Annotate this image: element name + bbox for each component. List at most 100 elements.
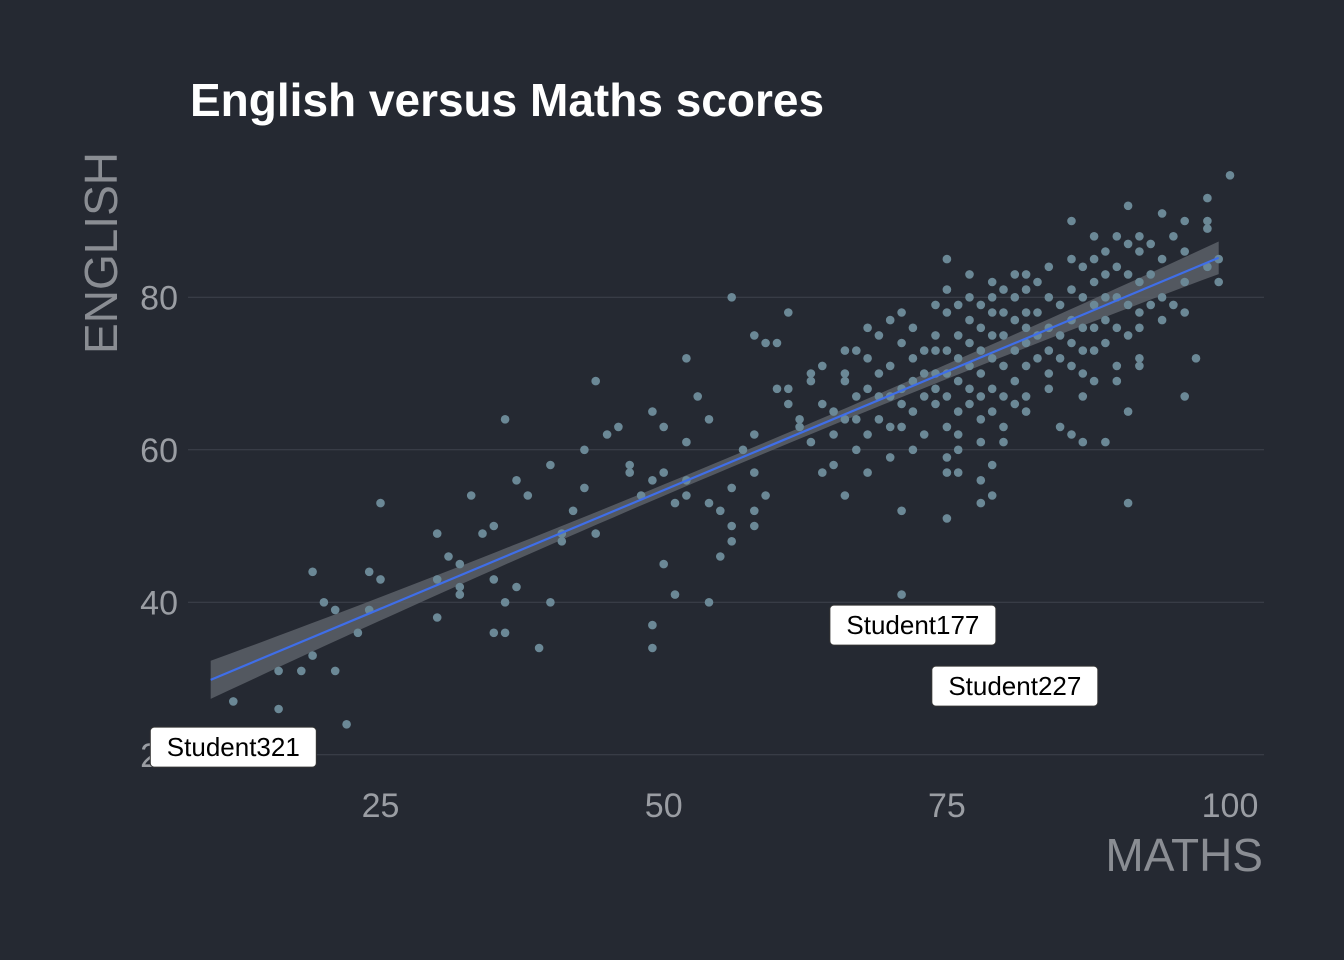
data-point	[1157, 254, 1167, 264]
data-point	[659, 422, 668, 432]
data-point	[1021, 285, 1031, 294]
data-point	[885, 422, 895, 432]
data-point	[953, 376, 963, 386]
data-points	[229, 171, 1235, 729]
data-point	[546, 598, 555, 607]
data-point	[1146, 239, 1155, 249]
data-point	[591, 529, 600, 538]
data-point	[1044, 369, 1054, 378]
y-tick-label-40: 40	[140, 584, 178, 622]
data-point	[863, 430, 872, 439]
data-point	[308, 651, 317, 660]
data-point	[1055, 300, 1065, 310]
data-point	[602, 430, 612, 439]
data-point	[919, 369, 929, 378]
data-point	[840, 415, 850, 424]
data-point	[1169, 300, 1178, 310]
data-point	[1135, 308, 1144, 317]
data-point	[953, 300, 963, 310]
data-point	[1010, 270, 1020, 279]
data-point	[942, 346, 952, 355]
data-point	[297, 666, 306, 676]
data-point	[829, 430, 838, 439]
data-point	[1135, 323, 1144, 333]
data-point	[512, 582, 521, 592]
data-point	[274, 666, 283, 676]
x-tick-label-75: 75	[928, 787, 966, 825]
data-point	[931, 300, 940, 310]
data-point	[1089, 346, 1099, 355]
data-point	[908, 323, 918, 333]
annotation-label: Student227	[931, 665, 1099, 707]
data-point	[976, 392, 986, 401]
data-point	[1067, 361, 1076, 371]
data-point	[999, 285, 1008, 294]
data-point	[1101, 293, 1110, 302]
data-point	[953, 445, 963, 455]
data-point	[750, 430, 759, 439]
data-point	[1021, 392, 1031, 401]
data-point	[874, 369, 884, 378]
chart-title: English versus Maths scores	[190, 74, 824, 126]
data-point	[1021, 338, 1031, 348]
data-point	[976, 369, 986, 378]
data-point	[1214, 254, 1223, 264]
x-tick-label-100: 100	[1202, 787, 1259, 825]
data-point	[1123, 201, 1133, 211]
data-point	[1010, 293, 1020, 302]
data-point	[1123, 239, 1133, 249]
data-point	[1101, 338, 1110, 348]
x-tick-label-50: 50	[645, 787, 683, 825]
data-point	[500, 598, 510, 607]
data-point	[965, 270, 974, 279]
data-point	[1101, 315, 1110, 325]
data-point	[444, 552, 453, 561]
data-point	[976, 437, 986, 447]
data-point	[1021, 308, 1031, 317]
data-point	[1180, 216, 1189, 226]
data-point	[670, 498, 680, 508]
data-point	[1112, 361, 1122, 371]
data-point	[1135, 277, 1144, 287]
regression-line	[210, 256, 1220, 681]
data-point	[1033, 354, 1042, 363]
data-point	[987, 460, 997, 470]
data-point	[1123, 498, 1133, 508]
data-point	[670, 590, 680, 599]
annotation-box	[829, 604, 997, 646]
data-point	[1089, 254, 1099, 264]
data-point	[897, 506, 906, 516]
data-point	[987, 277, 997, 287]
data-point	[750, 331, 759, 340]
data-point	[1033, 308, 1042, 317]
data-point	[908, 354, 918, 363]
data-point	[1055, 354, 1065, 363]
data-point	[863, 323, 872, 333]
data-point	[500, 415, 510, 424]
data-point	[942, 453, 952, 462]
data-point	[489, 575, 499, 584]
data-point	[750, 521, 759, 531]
data-point	[965, 315, 974, 325]
data-point	[750, 506, 759, 516]
data-point	[919, 430, 929, 439]
data-point	[648, 476, 657, 485]
data-point	[1055, 422, 1065, 432]
data-point	[1089, 323, 1099, 333]
data-point	[1089, 232, 1099, 241]
data-point	[976, 415, 986, 424]
data-point	[682, 491, 691, 500]
data-point	[1180, 247, 1189, 256]
data-point	[1067, 285, 1076, 294]
fit-line-layer	[210, 256, 1220, 681]
annotation-text: Student321	[167, 732, 300, 762]
annotation-box	[931, 665, 1099, 707]
data-point	[897, 399, 906, 409]
data-point	[1021, 323, 1031, 333]
data-point	[919, 392, 929, 401]
data-point	[1169, 232, 1178, 241]
data-point	[931, 331, 940, 340]
data-point	[931, 384, 940, 394]
data-point	[942, 254, 952, 264]
data-point	[693, 392, 702, 401]
